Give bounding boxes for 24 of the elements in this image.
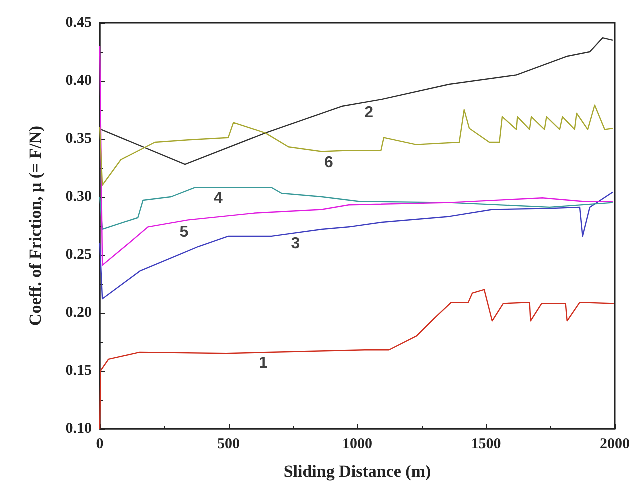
line-series [99,46,614,266]
y-tick-label: 0.40 [66,73,92,89]
y-axis-title: Coeff. of Friction, μ (= F/N) [26,126,45,326]
y-tick-label: 0.20 [66,305,92,321]
x-tick-label: 2000 [600,436,630,452]
line-series [99,104,614,186]
y-tick-label: 0.30 [66,189,92,205]
annotation: 2 [364,104,374,122]
y-tick-label: 0.25 [66,247,92,263]
x-tick-label: 1500 [471,436,502,452]
x-tick-label: 0 [96,436,104,452]
annotation: 4 [214,190,223,208]
x-tick-label: 500 [218,436,240,452]
line-series [99,192,614,300]
annotation: 1 [259,354,268,372]
annotation: 5 [180,224,189,241]
annotation: 6 [324,154,334,172]
y-tick-label: 0.45 [66,15,92,31]
annotation: 3 [291,235,300,252]
y-tick-label: 0.35 [66,131,92,147]
y-tick-label: 0.15 [66,363,92,379]
y-tick-label: 0.10 [66,421,92,437]
x-axis-title: Sliding Distance (m) [284,462,432,481]
x-tick-label: 1000 [342,436,372,452]
